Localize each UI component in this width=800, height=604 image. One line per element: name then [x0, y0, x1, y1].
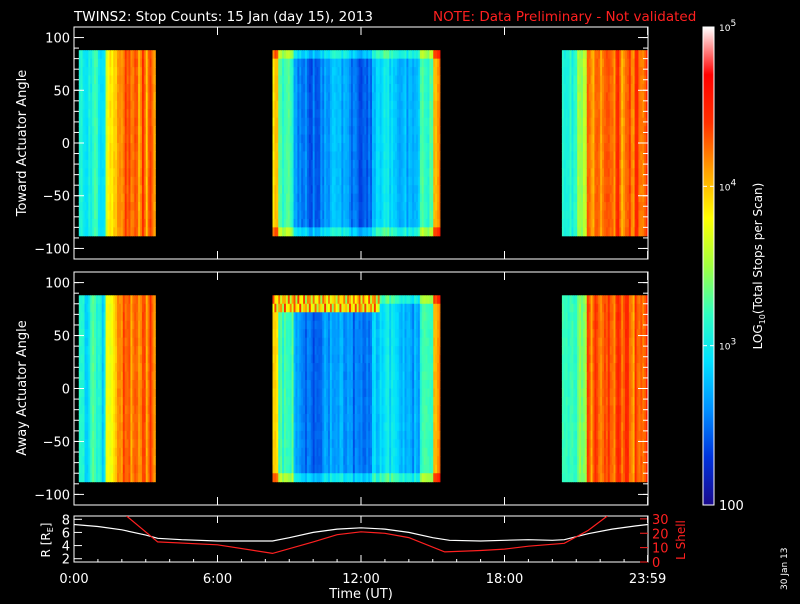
toward-cell [439, 109, 440, 118]
toward-cell [153, 76, 155, 85]
toward-cell [153, 151, 155, 160]
toward-ytick-label-0: −100 [34, 242, 70, 257]
away-heatmap [79, 295, 649, 482]
toward-cell [153, 210, 155, 219]
toward-cell [439, 76, 440, 85]
toward-panel: −100 −50 0 50 100 Toward Actuator Angle [15, 27, 649, 259]
toward-cell [153, 109, 155, 118]
away-cell [153, 448, 155, 457]
toward-cell [439, 151, 440, 160]
away-cell [153, 397, 155, 406]
toward-heatmap [79, 50, 649, 236]
toward-cell [439, 210, 440, 219]
toward-cell [153, 219, 155, 228]
toward-cell [153, 126, 155, 135]
toward-ytick-label-1: −50 [43, 190, 70, 205]
away-cell [153, 414, 155, 423]
toward-cell [153, 227, 155, 236]
toward-cell [153, 202, 155, 211]
away-cell [153, 456, 155, 465]
away-cell [153, 380, 155, 389]
away-cell [153, 329, 155, 338]
toward-cell [153, 50, 155, 59]
away-cell [153, 473, 155, 482]
toward-cell [153, 160, 155, 169]
toward-cell [439, 135, 440, 144]
toward-cell [439, 101, 440, 110]
toward-cell [439, 143, 440, 152]
away-cell [153, 439, 155, 448]
preliminary-note: NOTE: Data Preliminary - Not validated [433, 9, 696, 25]
toward-cell [153, 185, 155, 194]
toward-cell [439, 126, 440, 135]
toward-cell [439, 118, 440, 127]
away-cell [153, 346, 155, 355]
away-cell [153, 355, 155, 364]
away-cell [153, 312, 155, 321]
toward-ylabel: Toward Actuator Angle [15, 70, 30, 217]
toward-cell [439, 194, 440, 203]
away-cell [153, 422, 155, 431]
toward-cell [439, 59, 440, 68]
toward-ytick-label-3: 50 [53, 84, 70, 99]
away-cell [153, 389, 155, 398]
away-cell [153, 321, 155, 330]
toward-cell [153, 135, 155, 144]
away-cell [153, 363, 155, 372]
away-cell [153, 304, 155, 313]
away-cell [153, 405, 155, 414]
toward-cell [439, 177, 440, 186]
toward-cell [153, 177, 155, 186]
toward-cell [439, 50, 440, 59]
toward-cell [439, 160, 440, 169]
toward-cell [439, 92, 440, 101]
toward-cell [153, 84, 155, 93]
toward-cell [439, 84, 440, 93]
toward-cell [153, 194, 155, 203]
toward-cell [439, 227, 440, 236]
away-cell [153, 465, 155, 474]
away-cell [153, 372, 155, 381]
toward-cell [153, 92, 155, 101]
toward-cell [439, 67, 440, 76]
toward-cell [153, 101, 155, 110]
toward-cell [153, 143, 155, 152]
away-cell [153, 295, 155, 304]
chart-title: TWINS2: Stop Counts: 15 Jan (day 15), 20… [73, 9, 373, 25]
toward-cell [153, 168, 155, 177]
away-cell [153, 338, 155, 347]
toward-cell [153, 67, 155, 76]
toward-cell [153, 118, 155, 127]
toward-ytick-label-4: 100 [45, 32, 70, 47]
toward-cell [153, 59, 155, 68]
away-cell [153, 431, 155, 440]
toward-cell [439, 185, 440, 194]
toward-cell [439, 219, 440, 228]
toward-cell [439, 168, 440, 177]
toward-ytick-label-2: 0 [62, 137, 70, 152]
toward-cell [439, 202, 440, 211]
